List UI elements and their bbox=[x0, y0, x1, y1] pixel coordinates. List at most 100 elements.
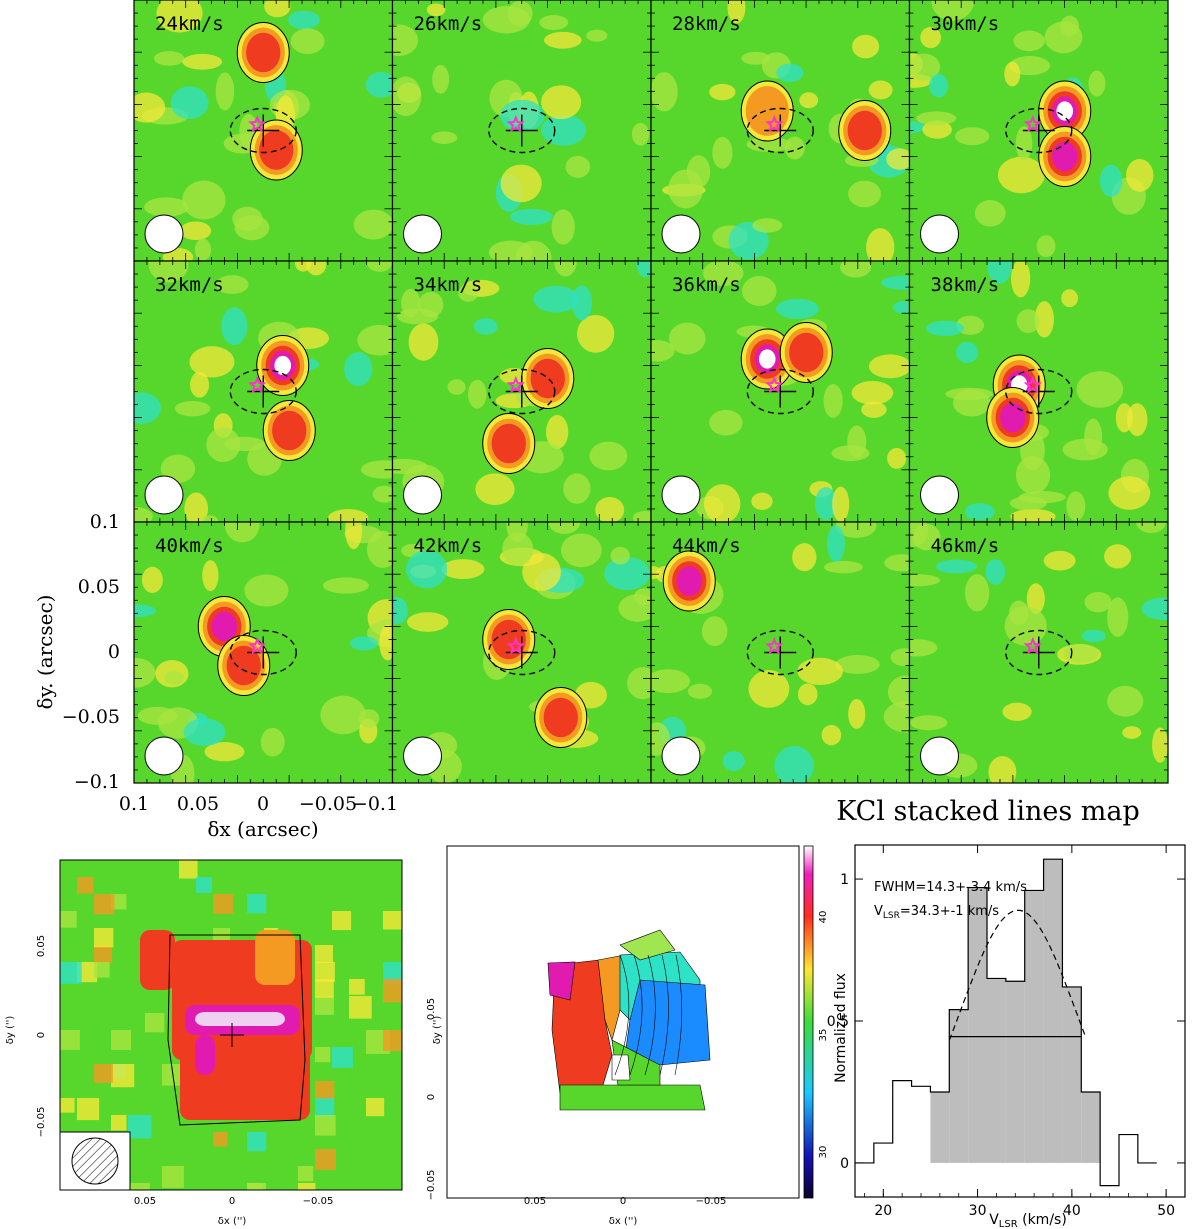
moment0-pixel bbox=[315, 1149, 336, 1170]
star-marker-icon bbox=[506, 636, 525, 655]
spectrum-x-axis-label-sub: LSR bbox=[999, 1219, 1018, 1229]
noise-blob bbox=[357, 324, 393, 356]
spectrum-x-axis-label-unit: (km/s) bbox=[1018, 1212, 1067, 1228]
noise-blob bbox=[174, 400, 211, 417]
moment0-pixel bbox=[60, 911, 77, 928]
noise-blob bbox=[204, 742, 245, 762]
moment0-pixel bbox=[315, 945, 333, 963]
noise-blob bbox=[160, 454, 196, 484]
noise-blob bbox=[945, 387, 994, 401]
moment0-pixel bbox=[213, 1132, 228, 1147]
noise-blob bbox=[835, 654, 880, 674]
noise-blob bbox=[861, 401, 887, 418]
noise-blob bbox=[799, 92, 819, 109]
noise-blob bbox=[1011, 261, 1031, 298]
noise-blob bbox=[925, 320, 965, 337]
noise-blob bbox=[1104, 544, 1132, 569]
star-marker-icon bbox=[1023, 636, 1042, 655]
noise-blob bbox=[722, 751, 745, 771]
moment0-x-tick-1: 0 bbox=[229, 1196, 235, 1207]
channel-panel-44: 44km/s bbox=[650, 521, 911, 784]
channel-velocity-label: 26km/s bbox=[414, 13, 483, 35]
emission-blob bbox=[745, 86, 789, 136]
channel-velocity-label: 38km/s bbox=[931, 274, 1000, 296]
channel-velocity-label: 36km/s bbox=[672, 274, 741, 296]
spectrum-bar bbox=[987, 978, 1006, 1163]
channel-y-tick-3: −0.05 bbox=[62, 706, 120, 728]
noise-blob bbox=[916, 111, 957, 126]
moment0-x-tick-0: 0.05 bbox=[134, 1196, 156, 1207]
noise-blob bbox=[1013, 30, 1045, 52]
moment1-y-tick-2: −0.05 bbox=[426, 1170, 437, 1201]
moment0-pixel bbox=[94, 945, 113, 964]
noise-blob bbox=[473, 318, 498, 335]
beam-outline-ellipse bbox=[1005, 107, 1073, 154]
noise-blob bbox=[776, 298, 819, 319]
noise-blob bbox=[920, 26, 941, 49]
channel-velocity-label: 28km/s bbox=[672, 13, 741, 35]
velocity-map bbox=[446, 845, 800, 1199]
emission-blob bbox=[789, 332, 824, 373]
noise-blob bbox=[1016, 309, 1040, 333]
beam-outline-ellipse bbox=[488, 107, 556, 154]
noise-blob bbox=[868, 354, 910, 379]
noise-blob bbox=[618, 594, 651, 622]
noise-blob bbox=[928, 73, 949, 98]
noise-blob bbox=[881, 275, 910, 290]
channel-panel-24: 24km/s bbox=[133, 0, 394, 262]
noise-blob bbox=[636, 261, 651, 278]
moment0-pixel bbox=[298, 1166, 314, 1182]
velocity-contour bbox=[644, 954, 656, 1076]
noise-blob bbox=[432, 64, 450, 94]
moment0-pixel bbox=[383, 962, 402, 984]
noise-blob bbox=[631, 122, 650, 146]
noise-blob bbox=[595, 496, 625, 522]
noise-blob bbox=[345, 522, 363, 550]
noise-blob bbox=[1126, 403, 1148, 437]
spectrum-x-tick-label: 40 bbox=[1063, 1203, 1081, 1219]
noise-blob bbox=[886, 148, 910, 170]
noise-blob bbox=[190, 371, 210, 398]
channel-maps-grid: 24km/s 26km/s 28km/s 30km/s 32km/s 34km/s 36km… bbox=[133, 0, 1169, 784]
noise-blob bbox=[910, 715, 948, 731]
noise-blob bbox=[379, 624, 393, 661]
noise-blob bbox=[215, 275, 249, 294]
channel-panel-32: 32km/s bbox=[133, 260, 394, 523]
noise-blob bbox=[784, 136, 805, 160]
noise-blob bbox=[224, 522, 260, 543]
moment0-pixel bbox=[145, 1013, 165, 1033]
star-marker-icon bbox=[765, 375, 784, 394]
moment0-pixel bbox=[94, 1064, 113, 1083]
spectrum-step-line bbox=[855, 858, 1157, 1187]
colorbar-tick-0: 40 bbox=[818, 911, 829, 924]
noise-blob bbox=[287, 10, 320, 30]
noise-blob bbox=[447, 379, 466, 395]
noise-blob bbox=[651, 340, 675, 362]
moment0-emission bbox=[195, 1035, 215, 1075]
noise-blob bbox=[170, 86, 209, 120]
channel-panel-34: 34km/s bbox=[391, 260, 652, 523]
spectrum-x-tick-label: 20 bbox=[874, 1203, 892, 1219]
noise-blob bbox=[509, 208, 553, 225]
spectrum-x-tick-label: 50 bbox=[1157, 1203, 1175, 1219]
noise-blob bbox=[774, 746, 814, 783]
noise-blob bbox=[1044, 21, 1083, 54]
moment0-pixel bbox=[247, 1132, 267, 1152]
noise-blob bbox=[328, 509, 369, 522]
noise-blob bbox=[234, 215, 270, 241]
velocity-region bbox=[547, 961, 576, 1001]
spectrum-bar bbox=[968, 887, 987, 1163]
noise-blob bbox=[500, 164, 542, 203]
noise-blob bbox=[406, 612, 449, 632]
noise-blob bbox=[264, 0, 291, 18]
noise-blob bbox=[365, 71, 393, 98]
moment0-pixel bbox=[196, 877, 212, 893]
channel-y-tick-1: 0.05 bbox=[78, 576, 120, 598]
noise-blob bbox=[964, 574, 990, 612]
noise-blob bbox=[748, 670, 790, 708]
spectrum-y-axis-label: Normalized flux bbox=[833, 973, 849, 1083]
noise-blob bbox=[604, 556, 651, 591]
noise-blob bbox=[868, 80, 893, 100]
noise-blob bbox=[1108, 476, 1151, 510]
spectrum-bar bbox=[1024, 890, 1044, 1163]
